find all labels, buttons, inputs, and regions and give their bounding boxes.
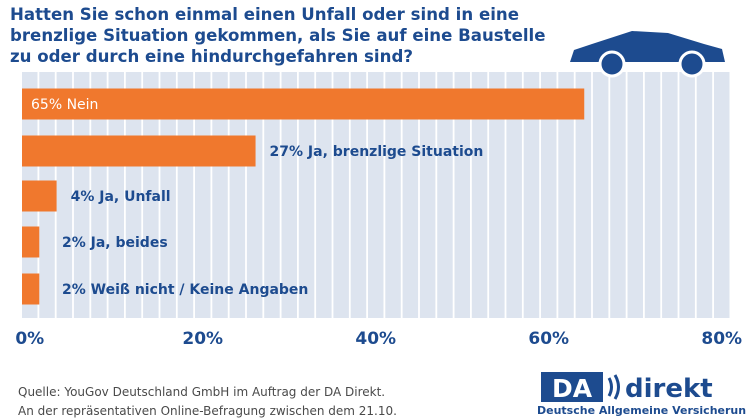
- grid-column: [264, 72, 280, 318]
- grid-column: [437, 72, 453, 318]
- x-tick-label: 40%: [355, 329, 396, 349]
- car-wheel: [598, 50, 626, 78]
- grid-column: [506, 72, 522, 318]
- grid-column: [143, 72, 159, 318]
- grid-column: [558, 72, 574, 318]
- bar: [22, 135, 256, 167]
- grid-column: [541, 72, 557, 318]
- title-line: zu oder durch eine hindurchgefahren sind…: [10, 47, 413, 66]
- bar-label: 4% Ja, Unfall: [71, 189, 171, 205]
- grid-column: [627, 72, 643, 318]
- bar: [22, 180, 57, 212]
- grid-column: [419, 72, 436, 318]
- bar: [22, 226, 40, 258]
- signal-wave-icon: [607, 377, 613, 397]
- title-line: Hatten Sie schon einmal einen Unfall ode…: [10, 5, 519, 24]
- logo-tagline: Deutsche Allgemeine Versicherungen: [537, 404, 746, 417]
- chart-title: Hatten Sie schon einmal einen Unfall ode…: [10, 4, 546, 67]
- grid-column: [125, 72, 142, 318]
- source-note: Quelle: YouGov Deutschland GmbH im Auftr…: [18, 385, 386, 399]
- grid-column: [56, 72, 73, 318]
- grid-column: [316, 72, 332, 318]
- grid-column: [229, 72, 246, 318]
- grid-column: [212, 72, 228, 318]
- grid-column: [575, 72, 592, 318]
- bar-label: 2% Weiß nicht / Keine Angaben: [62, 282, 308, 298]
- grid-column: [644, 72, 661, 318]
- grid-column: [679, 72, 695, 318]
- x-tick-label: 80%: [701, 329, 742, 349]
- grid-column: [402, 72, 419, 318]
- bar-label: 27% Ja, brenzlige Situation: [270, 144, 484, 160]
- grid-column: [177, 72, 194, 318]
- x-tick-label: 20%: [182, 329, 223, 349]
- title-line: brenzlige Situation gekommen, als Sie au…: [10, 26, 546, 45]
- grid-column: [91, 72, 107, 318]
- bar: [22, 273, 40, 305]
- grid-column: [489, 72, 505, 318]
- grid-column: [298, 72, 315, 318]
- grid-column: [662, 72, 678, 318]
- grid-column: [696, 72, 713, 318]
- da-direkt-logo: DA direkt: [541, 372, 713, 404]
- grid-column: [195, 72, 211, 318]
- grid-column: [73, 72, 90, 318]
- grid-column: [246, 72, 263, 318]
- logo-da-box: [541, 372, 603, 402]
- grid-column: [610, 72, 626, 318]
- logo-direkt-text: direkt: [625, 374, 713, 404]
- bar-label: 2% Ja, beides: [62, 235, 168, 251]
- grid-column: [108, 72, 124, 318]
- x-tick-label: 60%: [528, 329, 569, 349]
- car-icon: [570, 31, 725, 78]
- grid-column: [333, 72, 349, 318]
- car-wheel: [678, 50, 706, 78]
- grid-column: [471, 72, 488, 318]
- grid-column: [454, 72, 470, 318]
- grid-column: [714, 72, 730, 318]
- grid-column: [368, 72, 384, 318]
- logo-da-text: DA: [552, 374, 593, 403]
- bar: [22, 88, 585, 120]
- grid-column: [385, 72, 401, 318]
- x-tick-label: 0%: [15, 329, 44, 349]
- grid-column: [592, 72, 609, 318]
- grid-column: [523, 72, 540, 318]
- signal-wave-icon: [613, 374, 620, 400]
- grid-column: [281, 72, 297, 318]
- bar-label: 65% Nein: [31, 97, 98, 113]
- grid-column: [350, 72, 367, 318]
- grid-column: [160, 72, 176, 318]
- source-note-continued: An der repräsentativen Online-Befragung …: [18, 404, 397, 418]
